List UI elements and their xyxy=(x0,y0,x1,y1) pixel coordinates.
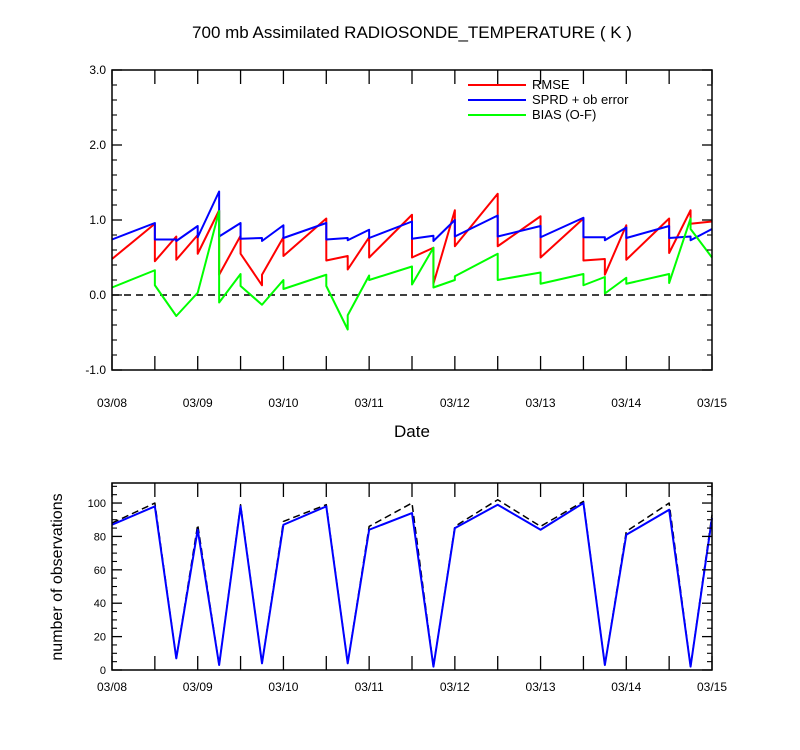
top-chart: 03/08 03/09 03/10 03/11 03/12 03/13 03/14 03/15… xyxy=(85,63,727,410)
legend-label: SPRD + ob error xyxy=(532,92,629,107)
bottom-chart: 03/08 03/09 03/10 03/11 03/12 03/13 03/14 03/15… xyxy=(88,482,727,694)
x-tick-label: 03/11 xyxy=(355,680,384,694)
plot-frame xyxy=(111,482,713,671)
x-tick-label: 03/14 xyxy=(611,680,641,694)
series-line-sprd-ob-error xyxy=(111,190,713,242)
y-tick-label: 100 xyxy=(88,498,106,510)
y-tick-label: 1.0 xyxy=(89,213,106,227)
y-tick-label: 60 xyxy=(94,565,106,577)
x-tick-label: 03/15 xyxy=(697,680,727,694)
x-tick-label: 03/12 xyxy=(440,396,470,410)
series-line-rmse xyxy=(111,192,713,287)
y-tick-label: 0.0 xyxy=(89,288,106,302)
x-tick-label: 03/09 xyxy=(183,396,213,410)
y-tick-label: 80 xyxy=(94,531,106,543)
x-tick-label: 03/12 xyxy=(440,680,470,694)
y-tick-label: 3.0 xyxy=(89,63,106,77)
y-tick-label: 20 xyxy=(94,632,106,644)
x-tick-label: 03/15 xyxy=(697,396,727,410)
x-tick-label: 03/08 xyxy=(97,396,127,410)
legend-label: RMSE xyxy=(532,77,570,92)
y-axis-label-observations: number of observations xyxy=(49,493,66,660)
x-tick-label: 03/11 xyxy=(355,396,384,410)
series-line-possible xyxy=(111,498,713,668)
y-tick-label: 0 xyxy=(100,665,106,677)
x-tick-label: 03/14 xyxy=(611,396,641,410)
y-tick-label: 2.0 xyxy=(89,138,106,152)
y-tick-label: -1.0 xyxy=(85,363,106,377)
x-tick-label: 03/08 xyxy=(97,680,127,694)
chart-title: 700 mb Assimilated RADIOSONDE_TEMPERATUR… xyxy=(192,23,632,42)
series-line-used xyxy=(111,502,713,668)
x-tick-label: 03/10 xyxy=(268,396,298,410)
x-tick-label: 03/13 xyxy=(526,680,556,694)
x-tick-label: 03/09 xyxy=(183,680,213,694)
x-tick-label: 03/13 xyxy=(526,396,556,410)
x-tick-label: 03/10 xyxy=(268,680,298,694)
y-tick-label: 40 xyxy=(94,598,106,610)
series-line-bias-o-f xyxy=(111,210,713,331)
x-axis-label: Date xyxy=(394,422,430,441)
legend-label: BIAS (O-F) xyxy=(532,107,596,122)
